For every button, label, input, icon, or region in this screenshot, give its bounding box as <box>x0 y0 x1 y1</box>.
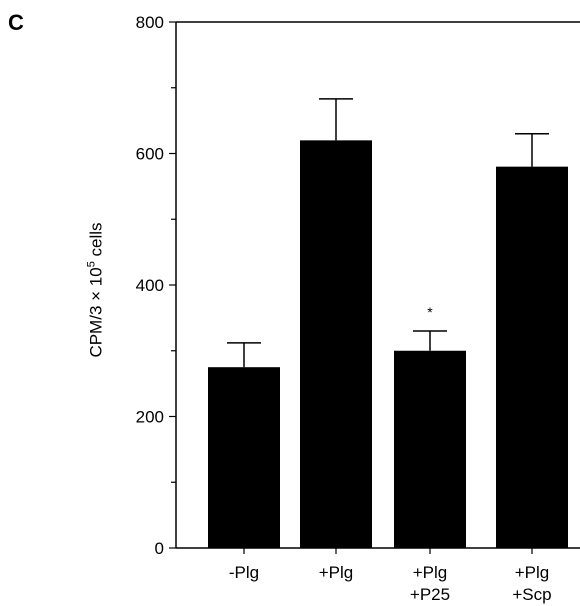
y-tick-label: 0 <box>155 539 164 558</box>
y-tick-label: 800 <box>136 13 164 32</box>
x-tick-label: -Plg <box>229 563 259 582</box>
significance-marker: * <box>427 304 433 320</box>
axes: 0 200 400 600 800 <box>136 13 580 558</box>
x-tick-label: +Plg <box>413 563 448 582</box>
y-tick-label: 600 <box>136 145 164 164</box>
bar <box>300 140 372 548</box>
panel-letter: C <box>8 10 24 35</box>
bar <box>496 166 568 548</box>
y-tick-label: 200 <box>136 408 164 427</box>
bars: * <box>208 98 568 548</box>
category-labels: -Plg +Plg +Plg +P25 +Plg +Scp <box>229 563 552 604</box>
bar <box>394 350 466 548</box>
y-tick-label: 400 <box>136 276 164 295</box>
x-tick-label: +P25 <box>410 585 450 604</box>
x-tick-label: +Plg <box>515 563 550 582</box>
x-tick-label: +Plg <box>319 563 354 582</box>
x-tick-label: +Scp <box>512 585 551 604</box>
bar <box>208 367 280 548</box>
